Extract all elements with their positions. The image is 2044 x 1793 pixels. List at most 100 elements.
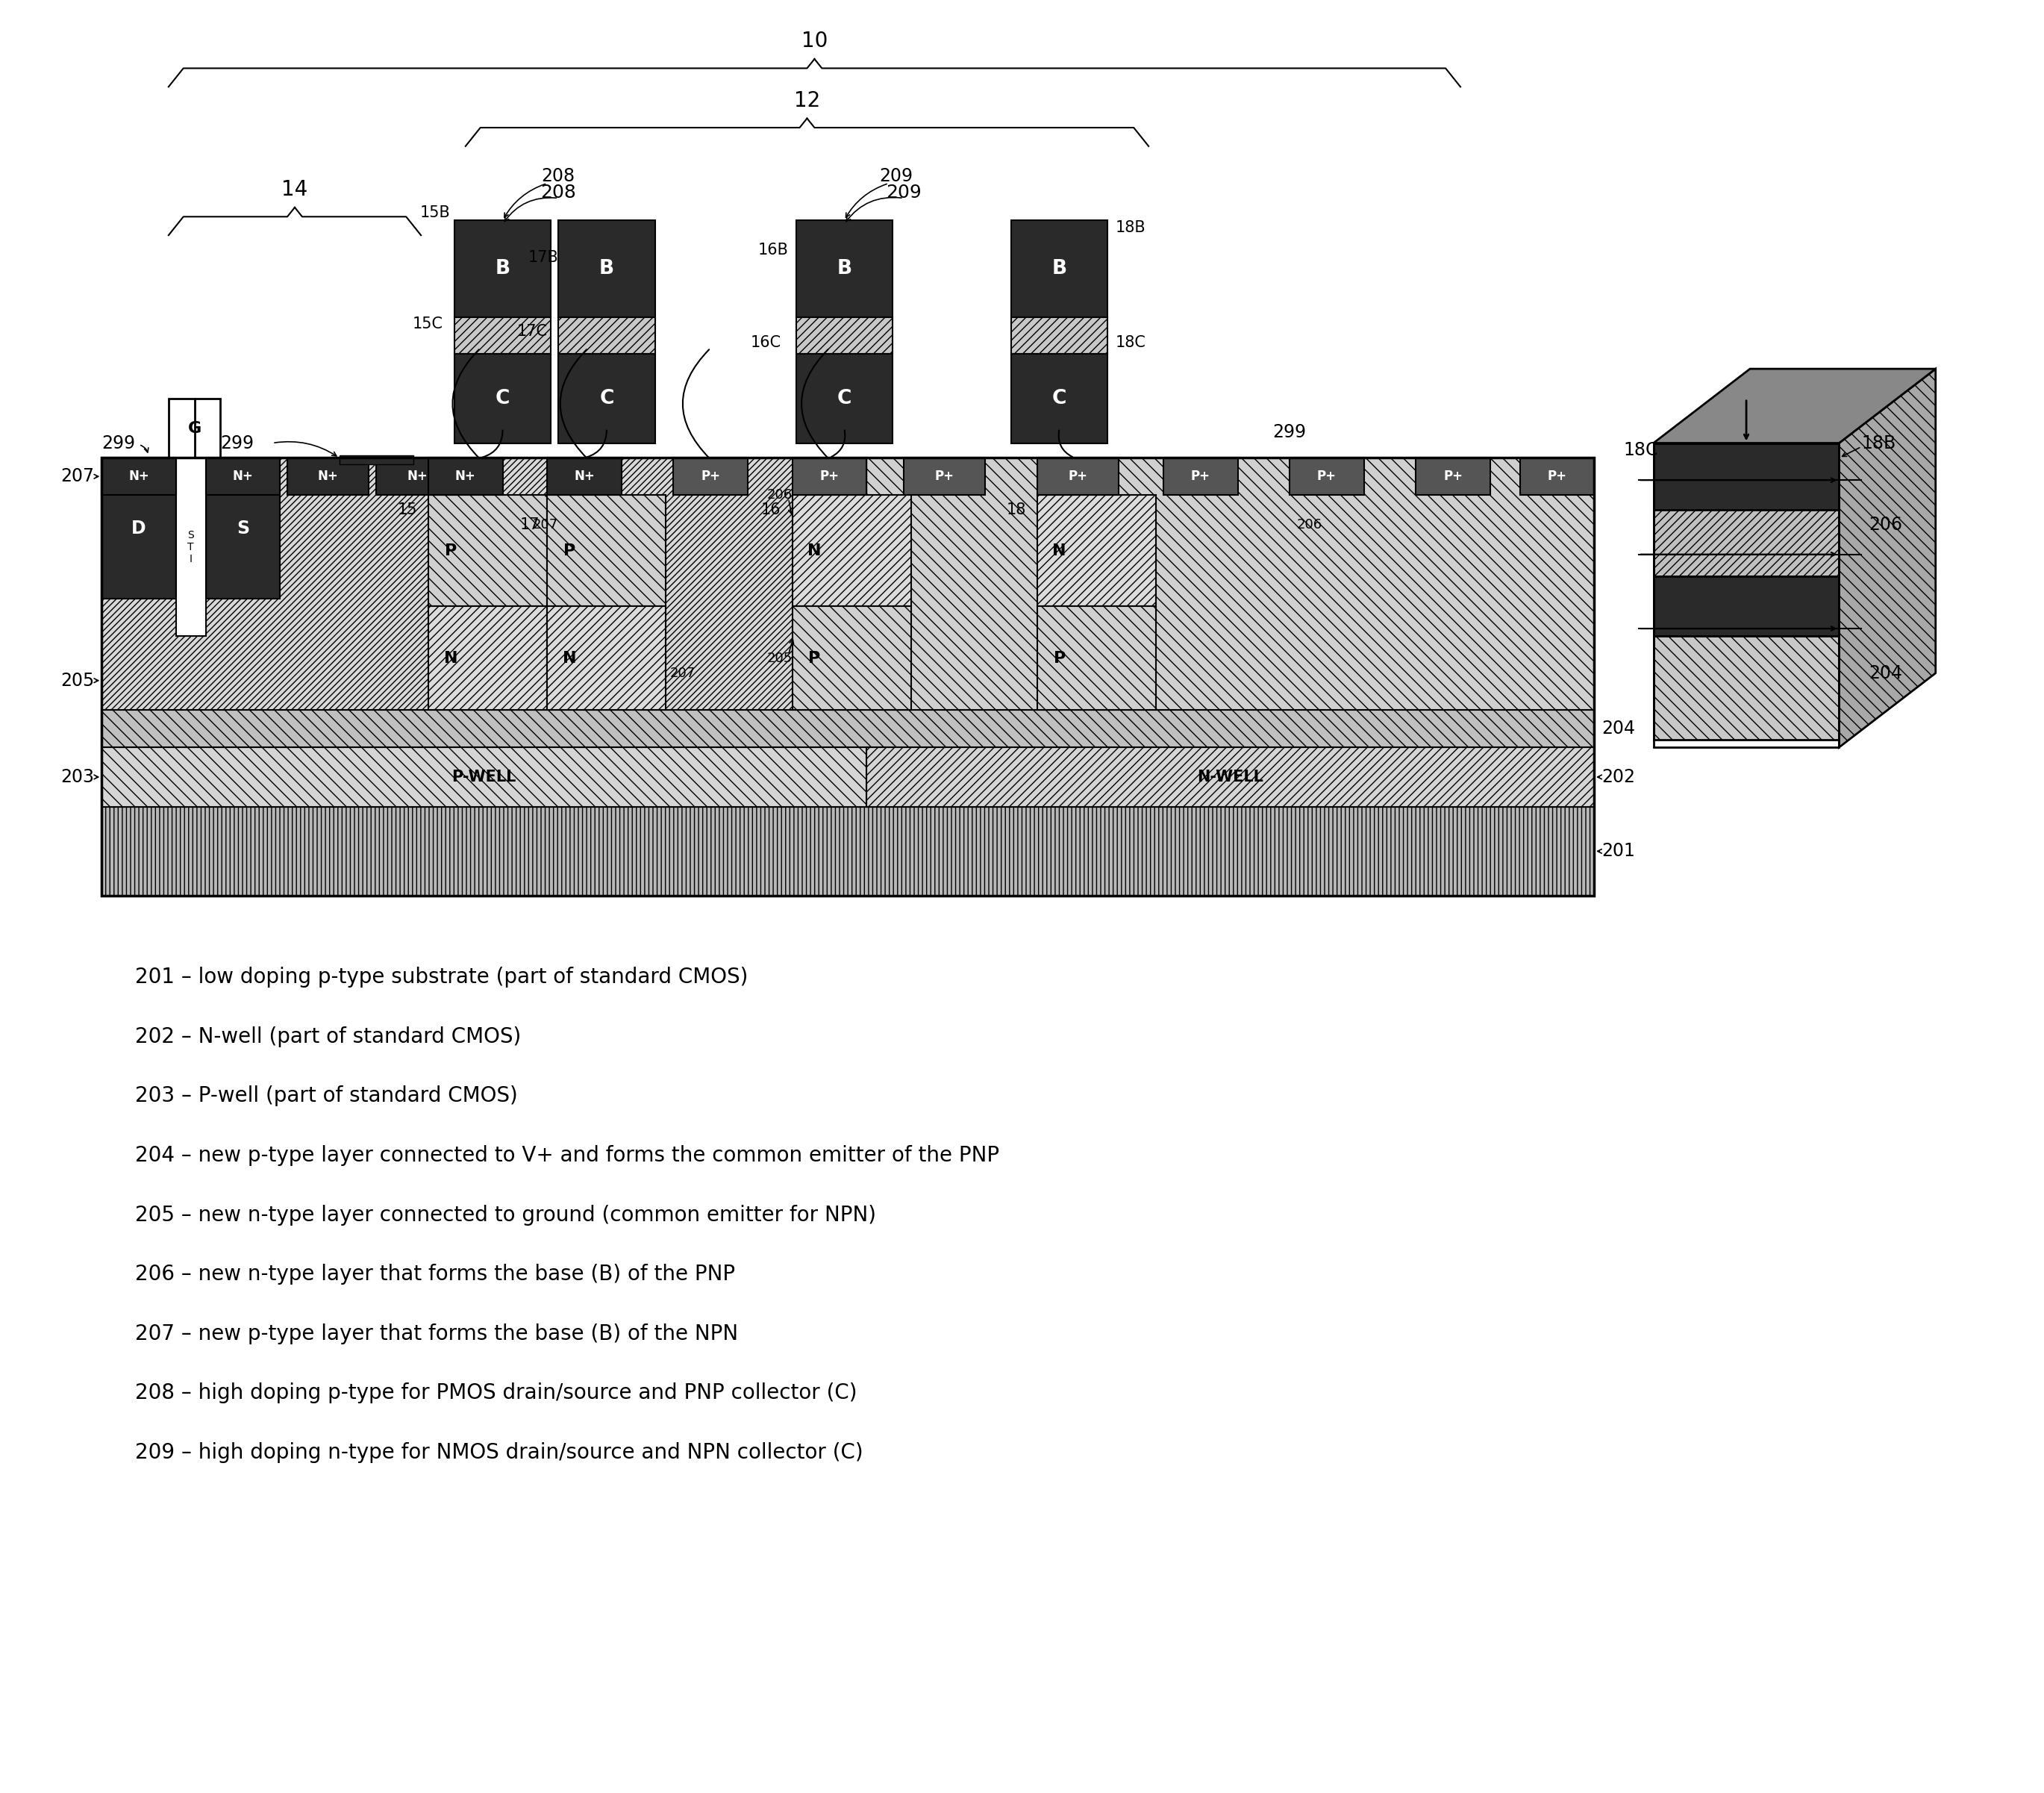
Text: N: N [444, 651, 458, 665]
Polygon shape [1840, 369, 1936, 748]
Text: B: B [495, 258, 511, 278]
Bar [454, 221, 552, 317]
Text: P+: P+ [1069, 470, 1087, 482]
Bar [672, 457, 748, 495]
Bar [793, 495, 912, 606]
Text: 203 – P-well (part of standard CMOS): 203 – P-well (part of standard CMOS) [135, 1087, 517, 1106]
Text: 207: 207 [531, 518, 558, 531]
Bar [1036, 606, 1157, 710]
Text: 15C: 15C [413, 317, 444, 332]
Text: 299: 299 [221, 434, 253, 452]
Text: 205 – new n-type layer connected to ground (common emitter for NPN): 205 – new n-type layer connected to grou… [135, 1205, 877, 1225]
Text: N+: N+ [456, 470, 476, 482]
Bar [867, 748, 1594, 807]
Text: 299: 299 [102, 434, 135, 452]
Bar [176, 457, 206, 637]
Text: 206: 206 [766, 488, 793, 502]
Bar [102, 457, 1594, 896]
Text: N: N [807, 543, 822, 558]
Bar [429, 606, 548, 710]
Text: 10: 10 [801, 30, 828, 52]
Bar [454, 317, 552, 353]
Text: 17B: 17B [527, 249, 558, 265]
Text: S
T
I: S T I [188, 529, 194, 565]
Text: 209: 209 [879, 167, 914, 185]
Text: 206: 206 [1868, 516, 1903, 534]
Text: 18B: 18B [1116, 221, 1145, 235]
Bar [429, 495, 548, 606]
Bar [102, 710, 1594, 748]
Bar [376, 457, 458, 495]
Text: 16B: 16B [758, 242, 789, 258]
Bar [206, 457, 280, 495]
Bar [1036, 495, 1157, 606]
Text: 202 – N-well (part of standard CMOS): 202 – N-well (part of standard CMOS) [135, 1026, 521, 1047]
Text: 18: 18 [1006, 502, 1026, 518]
Bar [1416, 457, 1490, 495]
Text: 16C: 16C [750, 335, 781, 350]
Bar [1654, 577, 1840, 637]
Bar [558, 221, 654, 317]
Text: 14: 14 [282, 179, 309, 201]
Text: 208: 208 [540, 185, 576, 203]
Text: 204 – new p-type layer connected to V+ and forms the common emitter of the PNP: 204 – new p-type layer connected to V+ a… [135, 1146, 1000, 1165]
Bar [1654, 637, 1840, 741]
Bar [867, 457, 1594, 710]
Bar [795, 317, 893, 353]
Bar [102, 457, 176, 495]
Text: P: P [1053, 651, 1065, 665]
Text: P: P [809, 651, 820, 665]
Text: S: S [237, 520, 249, 538]
Text: 17: 17 [519, 516, 540, 533]
Text: N+: N+ [129, 470, 149, 482]
Text: P+: P+ [1192, 470, 1210, 482]
Text: 205: 205 [766, 651, 793, 665]
Bar [102, 807, 1594, 896]
Text: N+: N+ [574, 470, 595, 482]
Text: D: D [131, 520, 147, 538]
Text: B: B [836, 258, 852, 278]
Text: C: C [1053, 389, 1067, 409]
Text: C: C [495, 389, 509, 409]
Text: N: N [1053, 543, 1067, 558]
Bar [168, 398, 221, 457]
Bar [102, 457, 176, 599]
Text: 202: 202 [1602, 767, 1635, 785]
Text: 208: 208 [542, 167, 574, 185]
Bar [1654, 443, 1840, 748]
Text: 17C: 17C [517, 325, 548, 339]
Text: P+: P+ [1316, 470, 1337, 482]
Text: 15B: 15B [421, 206, 450, 221]
Bar [102, 748, 867, 807]
Text: 206: 206 [1298, 518, 1322, 531]
Bar [206, 457, 280, 599]
Text: 299: 299 [1273, 423, 1306, 441]
Bar [548, 457, 621, 495]
Text: P+: P+ [934, 470, 955, 482]
Bar [102, 457, 867, 710]
Text: P+: P+ [701, 470, 719, 482]
Text: N+: N+ [317, 470, 339, 482]
Bar [454, 353, 552, 443]
Bar [1163, 457, 1239, 495]
Bar [558, 317, 654, 353]
Text: 204: 204 [1868, 663, 1903, 681]
Text: 18C: 18C [1116, 335, 1147, 350]
Bar [288, 457, 370, 495]
Polygon shape [1654, 369, 1936, 443]
Text: 12: 12 [793, 90, 820, 111]
Bar [1290, 457, 1363, 495]
Text: 18C: 18C [1623, 441, 1658, 459]
Text: 201: 201 [1602, 843, 1635, 861]
Text: 208 – high doping p-type for PMOS drain/source and PNP collector (C): 208 – high doping p-type for PMOS drain/… [135, 1382, 856, 1404]
Bar [1654, 443, 1840, 509]
Text: P-WELL: P-WELL [452, 769, 517, 785]
Text: P+: P+ [1443, 470, 1464, 482]
Text: P+: P+ [1547, 470, 1566, 482]
Text: N-WELL: N-WELL [1198, 769, 1263, 785]
Text: N+: N+ [407, 470, 427, 482]
Bar [1036, 457, 1118, 495]
Text: 203: 203 [61, 767, 94, 785]
Text: 206 – new n-type layer that forms the base (B) of the PNP: 206 – new n-type layer that forms the ba… [135, 1264, 736, 1286]
Text: 207 – new p-type layer that forms the base (B) of the NPN: 207 – new p-type layer that forms the ba… [135, 1323, 738, 1345]
